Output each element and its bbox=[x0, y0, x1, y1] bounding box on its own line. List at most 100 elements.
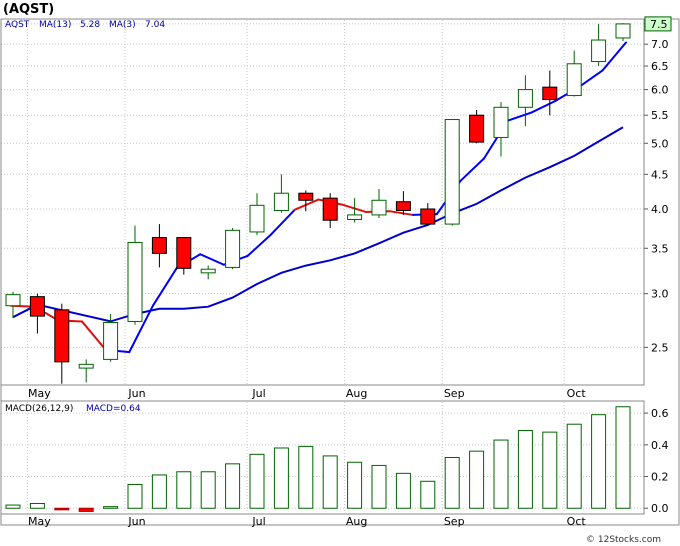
candle-body bbox=[591, 39, 607, 63]
macd-legend-label: MACD(26,12,9) bbox=[5, 404, 73, 414]
ma3-segment-up bbox=[577, 69, 604, 89]
macd-bar bbox=[395, 472, 411, 509]
candle-body bbox=[444, 119, 460, 225]
macd-bar bbox=[103, 506, 119, 509]
price-plot-frame bbox=[0, 18, 645, 386]
candle-body bbox=[493, 106, 509, 138]
macd-bar bbox=[420, 480, 436, 509]
price-x-label: Jun bbox=[127, 387, 145, 400]
candle-up bbox=[249, 193, 265, 236]
ma3-segment-down bbox=[388, 210, 415, 216]
ma3-segment-up bbox=[530, 100, 557, 114]
macd-gridlines bbox=[1, 402, 644, 513]
price-gridlines bbox=[1, 20, 644, 385]
candle-down bbox=[54, 303, 70, 384]
candle-down bbox=[298, 190, 314, 212]
candle-up bbox=[444, 119, 460, 226]
candle-up bbox=[371, 189, 387, 218]
candle-up bbox=[103, 313, 119, 362]
macd-bar bbox=[273, 447, 289, 509]
ma3-segment-down bbox=[80, 320, 107, 351]
candle-down bbox=[542, 70, 558, 116]
macd-bar bbox=[176, 471, 192, 509]
candle-body bbox=[517, 89, 533, 108]
price-x-label: Sep bbox=[444, 387, 465, 400]
price-x-label: Aug bbox=[346, 387, 367, 400]
ma3-segment-up bbox=[459, 157, 486, 182]
price-legend: AQST MA(13) 5.28 MA(3) 7.04 bbox=[5, 20, 165, 30]
ma3-segment-up bbox=[601, 41, 627, 72]
candle-body bbox=[347, 214, 363, 220]
macd-bars bbox=[5, 406, 631, 512]
price-y-tick-label: 3.5 bbox=[651, 242, 669, 255]
chart-title: (AQST) bbox=[3, 2, 54, 17]
macd-x-label: Oct bbox=[567, 515, 587, 528]
candle-up bbox=[78, 359, 94, 383]
candle-up bbox=[517, 75, 533, 127]
ma3-segment-up bbox=[128, 304, 154, 354]
candle-down bbox=[420, 203, 436, 226]
ma3-segment-down bbox=[293, 198, 320, 211]
macd-bar bbox=[127, 483, 143, 509]
candle-up bbox=[127, 225, 143, 325]
legend-ma3-value: 7.04 bbox=[145, 20, 165, 30]
ma13-path bbox=[12, 126, 624, 323]
candle-body bbox=[5, 294, 21, 307]
macd-bar bbox=[54, 507, 70, 511]
candle-body bbox=[298, 192, 314, 201]
last-price-tag: 7.5 bbox=[644, 16, 672, 32]
last-price-tag-text: 7.5 bbox=[650, 18, 668, 31]
price-y-tick-label: 7.0 bbox=[651, 38, 669, 51]
price-x-label: Oct bbox=[567, 387, 587, 400]
macd-x-label: Jul bbox=[251, 515, 265, 528]
price-x-label: May bbox=[28, 387, 51, 400]
candle-body bbox=[542, 86, 558, 101]
candle-down bbox=[29, 293, 45, 334]
macd-bar bbox=[249, 453, 265, 509]
last-price-tag-box bbox=[644, 16, 672, 32]
macd-bar bbox=[542, 431, 558, 509]
candle-body bbox=[78, 363, 94, 369]
candle-up bbox=[347, 198, 363, 223]
macd-bar bbox=[347, 461, 363, 509]
macd-bar bbox=[493, 439, 509, 509]
candle-body bbox=[176, 237, 192, 269]
macd-y-tick-label: 0.0 bbox=[651, 502, 669, 515]
macd-x-label: Sep bbox=[444, 515, 465, 528]
price-x-label: Jul bbox=[251, 387, 265, 400]
price-y-tick-label: 4.5 bbox=[651, 168, 669, 181]
macd-bar bbox=[444, 457, 460, 509]
macd-bar bbox=[591, 414, 607, 509]
ma13-line bbox=[12, 126, 624, 323]
macd-bar bbox=[151, 474, 167, 509]
candle-down bbox=[395, 191, 411, 215]
candle-body bbox=[371, 199, 387, 216]
macd-bar bbox=[322, 455, 338, 509]
watermark: © 12Stocks.com bbox=[586, 535, 661, 545]
candle-up bbox=[591, 23, 607, 67]
candle-body bbox=[273, 192, 289, 211]
candle-body bbox=[566, 63, 582, 97]
candle-body bbox=[395, 201, 411, 211]
candle-down bbox=[322, 193, 338, 228]
macd-x-axis-labels: May Jun Jul Aug Sep Oct bbox=[28, 515, 586, 528]
ma3-segment-up bbox=[246, 233, 273, 257]
legend-ma13-value: 5.28 bbox=[80, 20, 100, 30]
candle-up bbox=[493, 102, 509, 157]
price-panel: 7.5 7.0 6.5 6.0 5.5 5.0 4.5 4.0 3.5 3.0 2.5 AQST M… bbox=[0, 16, 672, 400]
candle-up bbox=[273, 174, 289, 213]
macd-x-label: Jun bbox=[127, 515, 145, 528]
ma3-segment-up bbox=[199, 253, 225, 266]
macd-bar bbox=[371, 464, 387, 509]
macd-bar bbox=[78, 507, 94, 512]
macd-bar bbox=[298, 445, 314, 509]
candle-up bbox=[225, 227, 241, 270]
macd-bar bbox=[29, 502, 45, 509]
price-y-tick-label: 3.0 bbox=[651, 288, 669, 301]
candle-up bbox=[566, 50, 582, 97]
candle-body bbox=[54, 309, 70, 363]
price-y-tick-label: 2.5 bbox=[651, 341, 669, 354]
candle-body bbox=[615, 23, 631, 39]
candlesticks bbox=[5, 23, 631, 384]
